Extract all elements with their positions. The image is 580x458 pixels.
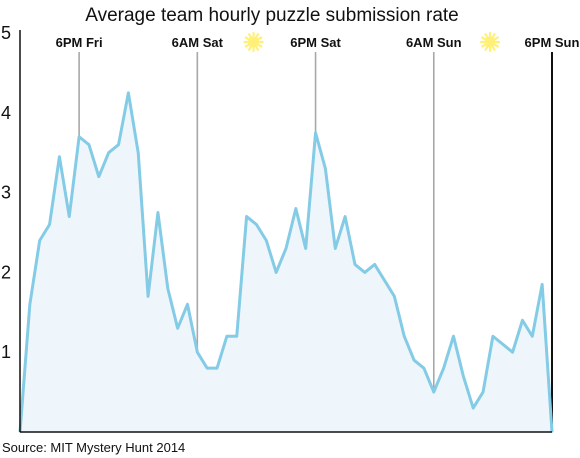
data-point-32	[334, 247, 337, 250]
data-point-39	[403, 335, 406, 338]
data-point-10	[117, 143, 120, 146]
source-note: Source: MIT Mystery Hunt 2014	[2, 440, 185, 455]
time-marker-label-2: 6PM Sat	[290, 35, 341, 50]
data-point-46	[472, 407, 474, 409]
data-point-23	[245, 215, 248, 218]
sun-icon	[479, 31, 501, 53]
series-layer	[18, 91, 554, 433]
y-tick-labels: 1 2 3 4 5	[1, 23, 11, 362]
data-point-14	[157, 211, 159, 214]
data-point-40	[413, 359, 415, 361]
y-tick-label-1: 1	[1, 342, 11, 362]
data-point-51	[521, 319, 524, 322]
data-point-50	[511, 351, 514, 354]
data-point-5	[68, 215, 71, 218]
data-point-38	[393, 295, 396, 298]
data-point-12	[137, 151, 140, 154]
data-point-34	[354, 263, 356, 266]
data-point-21	[226, 335, 228, 338]
data-point-41	[423, 367, 425, 369]
time-marker-label-bg-3	[399, 33, 468, 51]
data-point-2	[38, 239, 41, 242]
data-point-17	[186, 303, 189, 306]
data-point-9	[107, 151, 110, 154]
data-point-37	[383, 279, 386, 282]
data-point-36	[373, 263, 376, 266]
y-tick-label-4: 4	[1, 103, 11, 123]
data-point-22	[235, 335, 238, 338]
data-point-20	[216, 367, 218, 369]
y-tick-label-3: 3	[1, 183, 11, 203]
data-point-13	[147, 295, 149, 298]
time-marker-label-4: 6PM Sun	[525, 35, 580, 50]
data-point-26	[275, 271, 277, 274]
axis-layer	[19, 30, 552, 433]
series-area-fill	[20, 92, 552, 432]
data-point-28	[295, 207, 297, 210]
data-point-45	[462, 375, 465, 377]
time-marker-label-3: 6AM Sun	[406, 35, 462, 50]
data-point-25	[265, 239, 268, 242]
data-point-53	[541, 283, 543, 286]
time-marker-label-0: 6PM Fri	[56, 35, 103, 50]
data-point-16	[176, 327, 179, 330]
data-point-44	[452, 335, 455, 338]
data-point-27	[285, 247, 287, 250]
data-point-47	[482, 391, 484, 393]
data-point-19	[206, 367, 208, 369]
data-point-31	[324, 167, 327, 170]
time-marker-label-bg-0	[45, 33, 114, 51]
data-point-15	[166, 287, 169, 290]
data-point-4	[58, 155, 61, 158]
data-point-35	[364, 271, 366, 274]
data-point-33	[344, 215, 346, 218]
chart-title: Average team hourly puzzle submission ra…	[85, 5, 459, 26]
sun-icon	[243, 31, 264, 53]
data-point-30	[314, 131, 317, 134]
data-point-3	[48, 223, 51, 226]
data-point-1	[29, 303, 31, 306]
moon-icon	[130, 34, 139, 50]
time-marker-labels: 6PM Fri 6AM Sat 6PM Sat 6AM Sun 6PM Sun	[45, 31, 580, 53]
y-tick-label-2: 2	[1, 262, 11, 282]
data-point-7	[88, 143, 90, 146]
data-point-43	[442, 367, 445, 369]
time-marker-label-bg-1	[163, 33, 232, 51]
data-point-24	[255, 223, 258, 226]
data-point-8	[98, 175, 100, 178]
data-point-52	[531, 335, 534, 338]
time-marker-label-1: 6AM Sat	[172, 35, 224, 50]
data-point-6	[78, 135, 80, 138]
data-point-49	[501, 343, 504, 346]
time-marker-label-bg-2	[281, 33, 350, 51]
data-point-42	[432, 391, 435, 393]
data-point-11	[127, 92, 130, 94]
moon-icon	[366, 34, 375, 50]
time-marker-label-bg-4	[518, 33, 580, 51]
data-point-29	[304, 247, 307, 250]
data-point-18	[196, 351, 199, 354]
y-tick-label-5: 5	[1, 23, 11, 43]
data-point-48	[492, 335, 494, 338]
